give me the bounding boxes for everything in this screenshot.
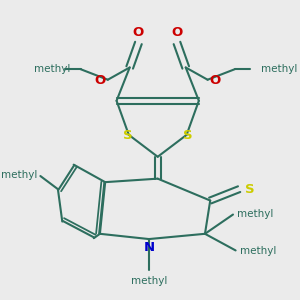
Text: methyl: methyl <box>240 246 276 256</box>
Text: S: S <box>123 129 133 142</box>
Text: methyl: methyl <box>34 64 70 74</box>
Text: O: O <box>95 74 106 87</box>
Text: N: N <box>143 241 155 254</box>
Text: O: O <box>171 26 183 39</box>
Text: O: O <box>133 26 144 39</box>
Text: O: O <box>209 74 220 87</box>
Text: methyl: methyl <box>1 170 37 180</box>
Text: methyl: methyl <box>131 276 167 286</box>
Text: S: S <box>183 129 192 142</box>
Text: methyl: methyl <box>261 64 297 74</box>
Text: methyl: methyl <box>237 209 274 219</box>
Text: S: S <box>245 183 255 196</box>
